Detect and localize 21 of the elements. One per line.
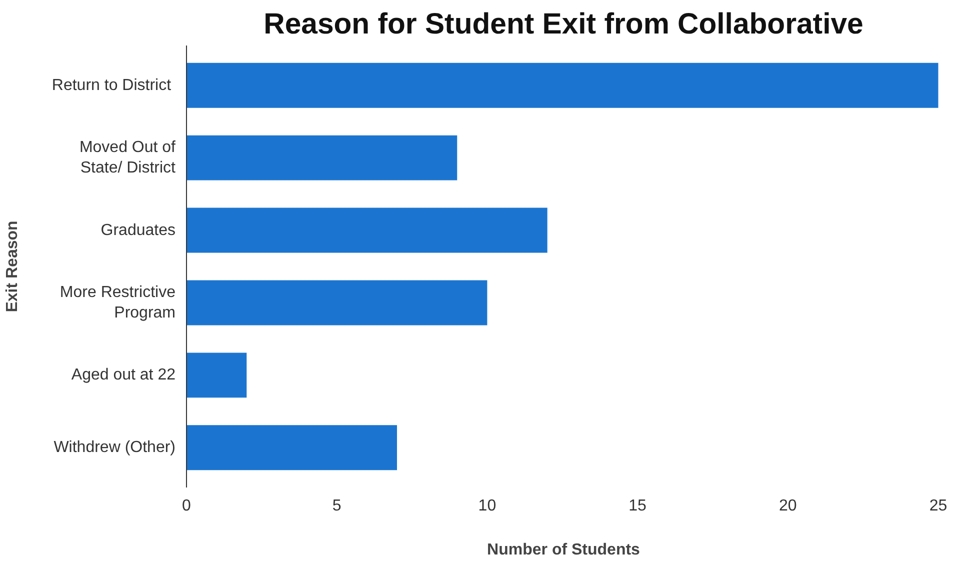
x-tick-label: 25 [929, 498, 948, 514]
chart-title: Reason for Student Exit from Collaborative [264, 8, 864, 40]
bar [186, 208, 548, 253]
y-axis-title: Exit Reason [4, 220, 21, 312]
y-tick-label: More Restrictive Program [60, 284, 176, 322]
x-tick-label: 10 [478, 498, 496, 514]
x-tick-label: 20 [778, 498, 797, 514]
y-tick-label: Return to District [52, 76, 172, 94]
y-tick-label: Moved Out of State/ District [79, 139, 176, 177]
x-tick-label: 0 [182, 498, 192, 514]
bar [186, 135, 458, 180]
x-tick-label: 5 [332, 498, 342, 514]
x-axis-title: Number of Students [487, 542, 640, 558]
bar [186, 425, 397, 470]
bar [186, 352, 247, 398]
y-tick-label: Aged out at 22 [71, 366, 176, 384]
bar [186, 62, 938, 108]
y-tick-label: Graduates [100, 222, 176, 239]
y-tick-label: Withdrew (Other) [54, 439, 176, 456]
x-tick-label: 15 [628, 498, 647, 514]
bar [186, 280, 488, 326]
